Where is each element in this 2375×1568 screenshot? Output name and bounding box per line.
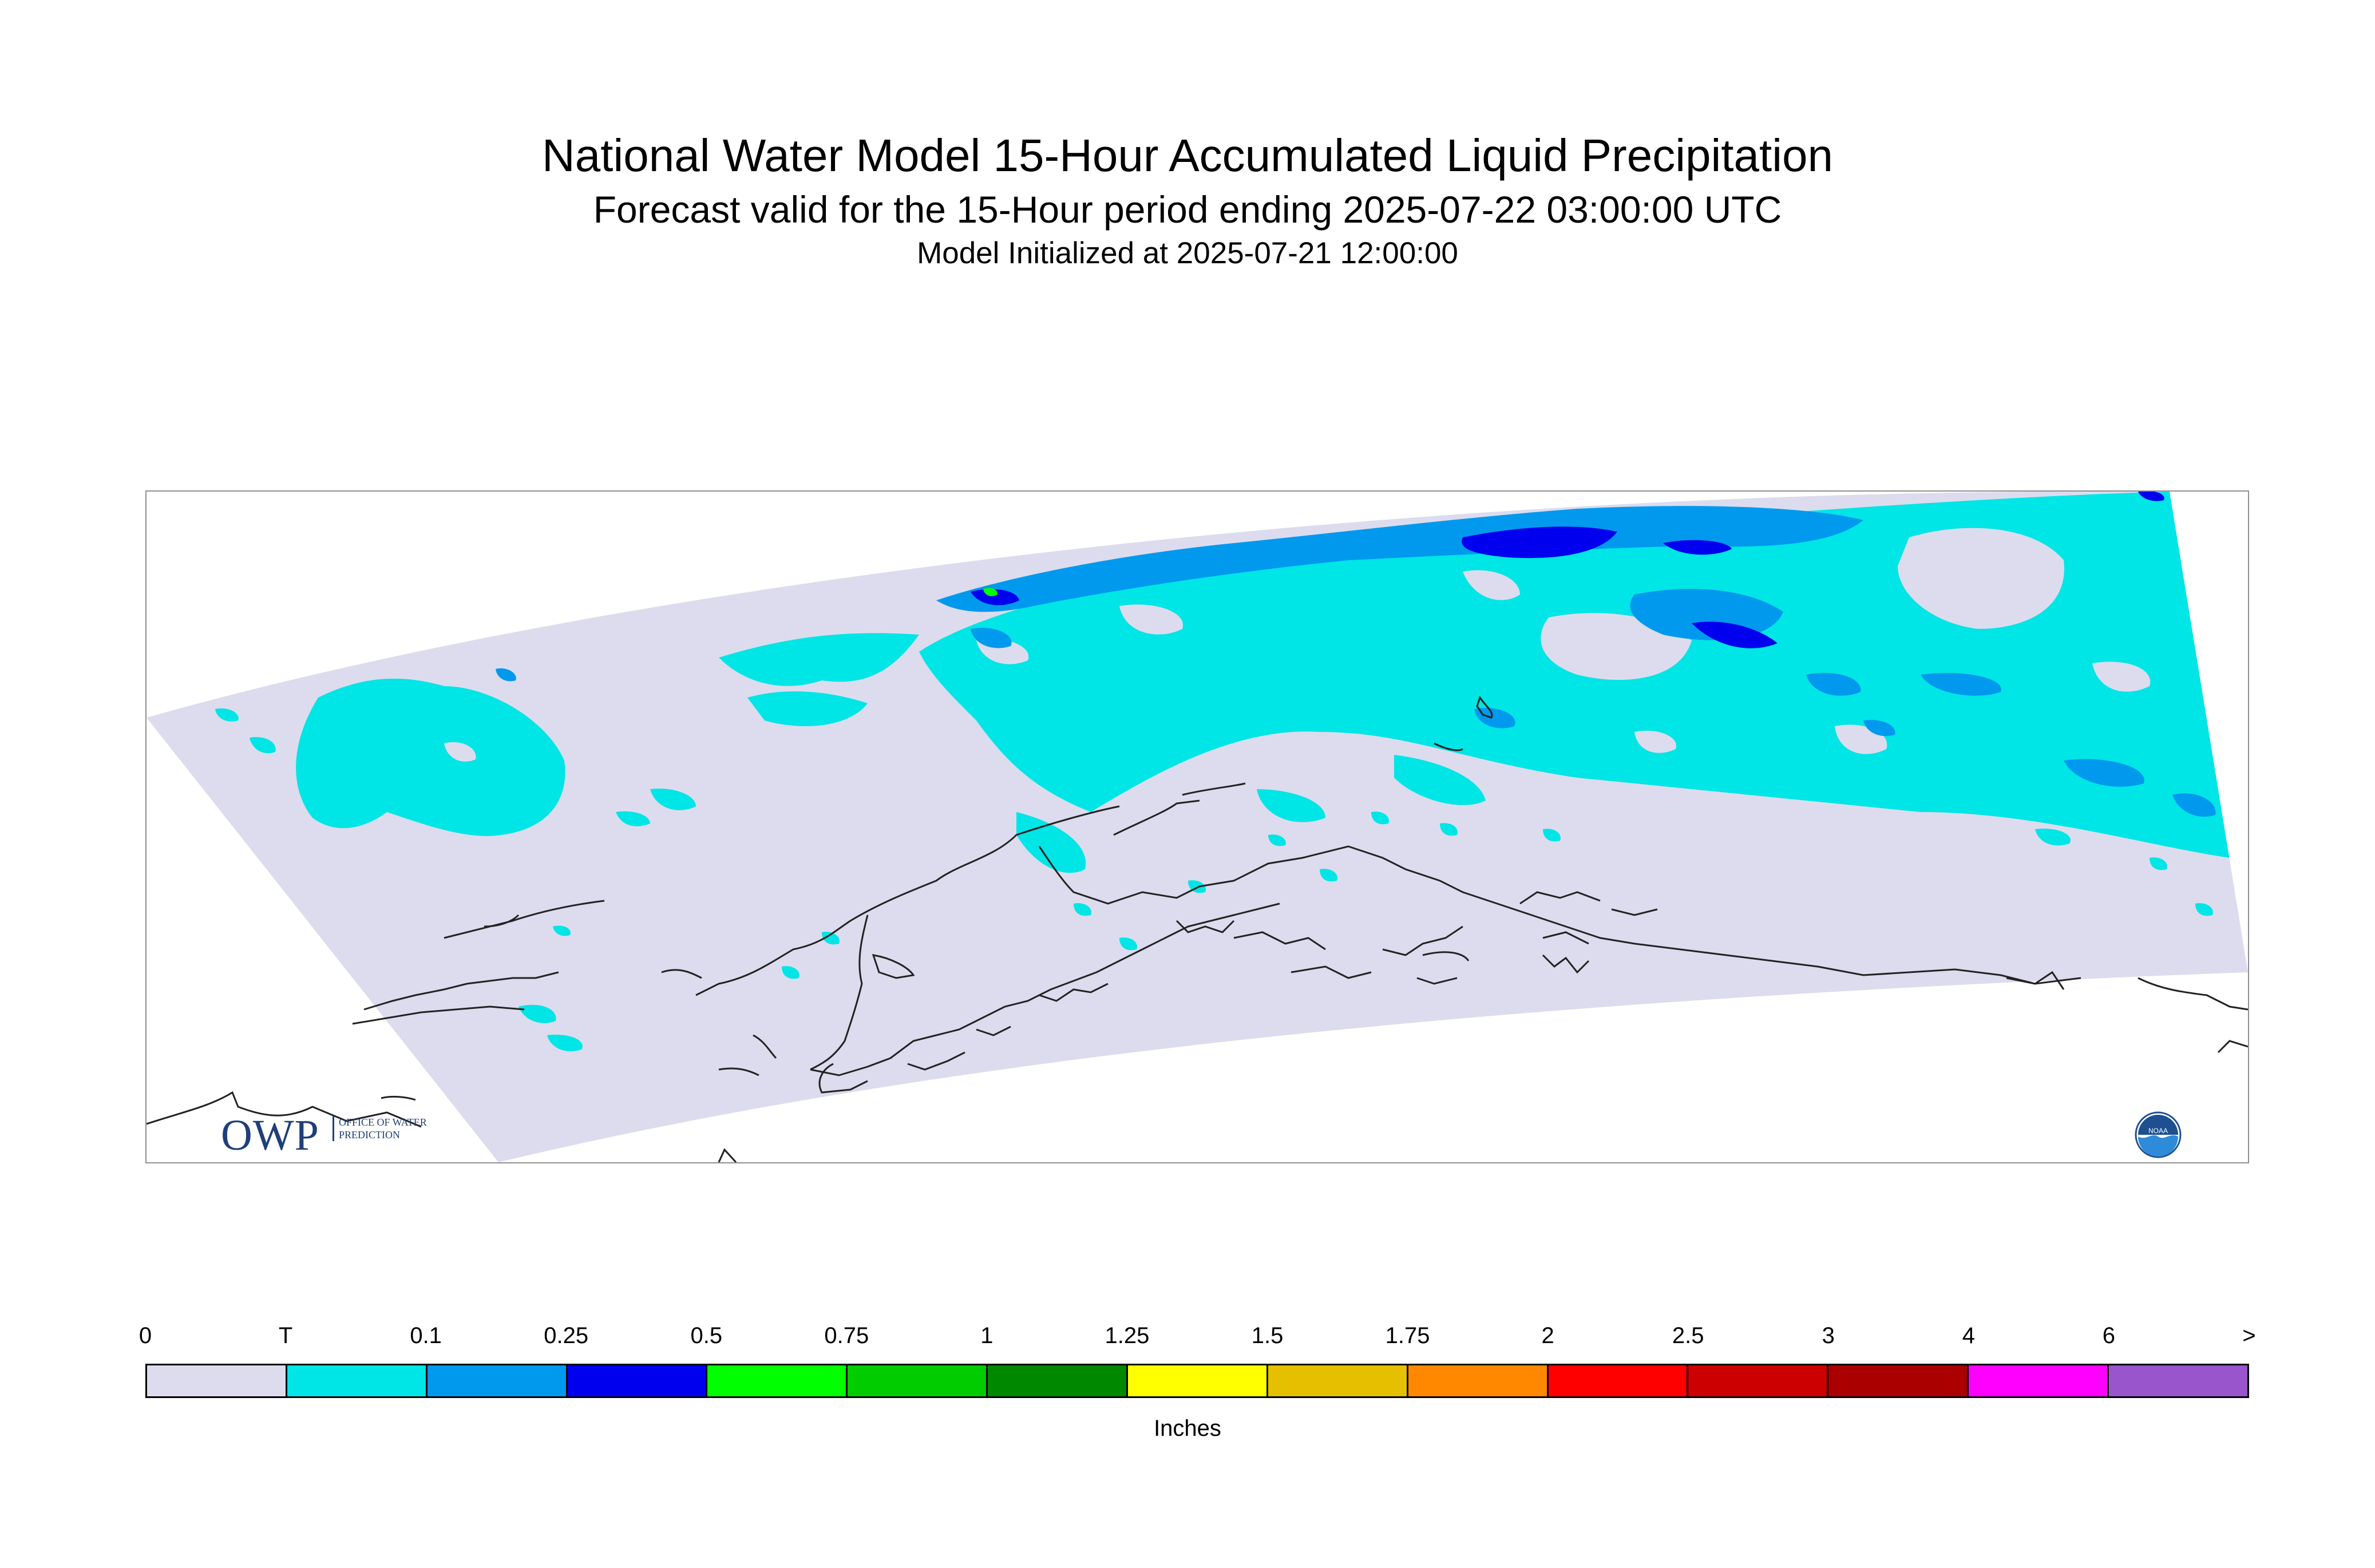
legend-tick-label: 4 bbox=[1962, 1323, 1975, 1348]
legend-tick-label: 2 bbox=[1541, 1323, 1554, 1348]
legend-swatch bbox=[2109, 1365, 2247, 1396]
legend-swatch bbox=[707, 1365, 848, 1396]
legend-swatch bbox=[988, 1365, 1129, 1396]
legend-unit-label: Inches bbox=[1154, 1416, 1221, 1441]
legend-tick-label: 1.75 bbox=[1385, 1323, 1430, 1348]
legend-tick-label: 0.25 bbox=[544, 1323, 589, 1348]
legend-tick-label: 1 bbox=[980, 1323, 993, 1348]
legend-tick-label: 1.5 bbox=[1251, 1323, 1284, 1348]
legend-swatch bbox=[287, 1365, 428, 1396]
legend-swatch bbox=[1828, 1365, 1969, 1396]
legend-tick-label: 0.75 bbox=[824, 1323, 869, 1348]
legend-tick-label: > bbox=[2242, 1323, 2256, 1348]
legend-swatch bbox=[1688, 1365, 1829, 1396]
legend-swatch bbox=[147, 1365, 287, 1396]
legend-tick-label: T bbox=[278, 1323, 293, 1348]
legend-tick-label: 3 bbox=[1822, 1323, 1835, 1348]
legend-swatch bbox=[427, 1365, 568, 1396]
legend-swatch bbox=[848, 1365, 988, 1396]
legend-tick-label: 6 bbox=[2102, 1323, 2116, 1348]
legend-tick-label: 2.5 bbox=[1672, 1323, 1704, 1348]
legend-swatch bbox=[1408, 1365, 1549, 1396]
model-init-time: Model Initialized at 2025-07-21 12:00:00 bbox=[917, 236, 1458, 270]
legend-tick-label: 1.25 bbox=[1105, 1323, 1150, 1348]
legend-swatch bbox=[1268, 1365, 1408, 1396]
owp-logo-text: OFFICE OF WATER PREDICTION bbox=[332, 1116, 442, 1141]
legend-tick-label: 0.5 bbox=[690, 1323, 723, 1348]
legend-swatch bbox=[1548, 1365, 1689, 1396]
map-subtitle: Forecast valid for the 15-Hour period en… bbox=[593, 188, 1782, 231]
legend-swatch bbox=[1128, 1365, 1268, 1396]
legend-swatch bbox=[1969, 1365, 2109, 1396]
color-legend-bar bbox=[145, 1364, 2249, 1398]
map-title: National Water Model 15-Hour Accumulated… bbox=[542, 130, 1833, 181]
coastline bbox=[352, 695, 2081, 1094]
noaa-logo-text: NOAA bbox=[2148, 1127, 2168, 1135]
owp-logo: OWP OFFICE OF WATER PREDICTION bbox=[221, 1112, 461, 1158]
legend-tick-label: 0 bbox=[138, 1323, 152, 1348]
legend-swatch bbox=[567, 1365, 708, 1396]
precipitation-map: OWP OFFICE OF WATER PREDICTION NOAA bbox=[145, 490, 2249, 1163]
owp-logo-letters: OWP bbox=[221, 1111, 319, 1159]
legend-tick-label: 0.1 bbox=[410, 1323, 442, 1348]
precipitation-field bbox=[215, 492, 2230, 1052]
coastline-outside-domain bbox=[147, 977, 2248, 1162]
noaa-logo: NOAA bbox=[2135, 1111, 2182, 1158]
